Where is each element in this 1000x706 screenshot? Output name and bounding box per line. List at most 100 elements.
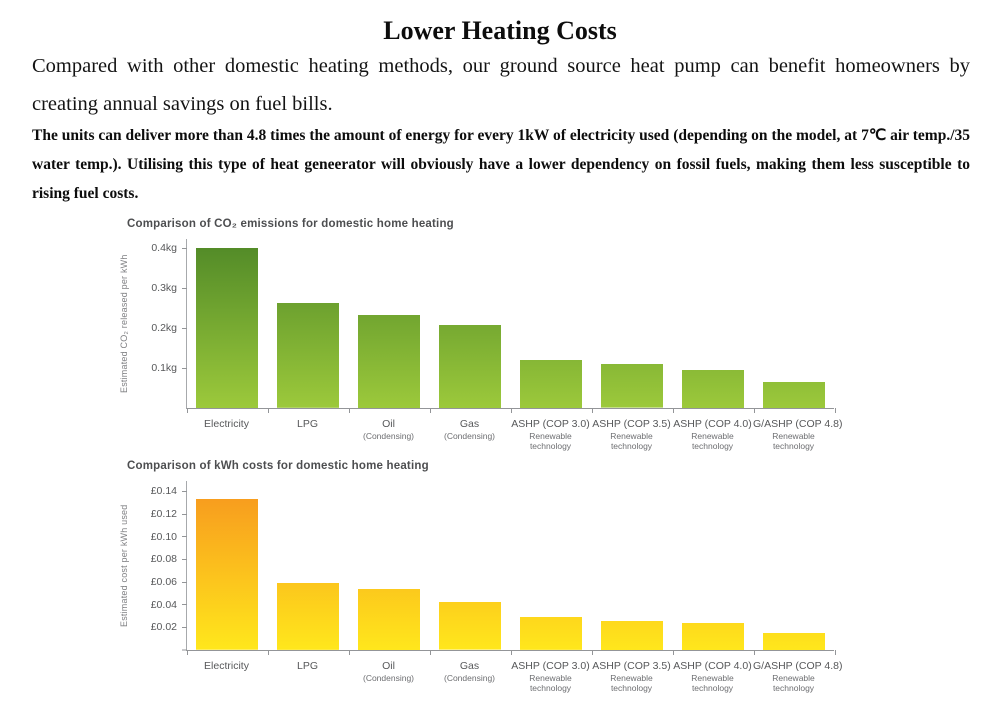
bar-g-ashp-cop-4-8	[762, 381, 825, 408]
y-tick-mark	[182, 287, 187, 289]
x-axis-labels: Electricity LPG Oil (Condensing) Gas (Condens…	[186, 651, 842, 693]
x-tick-mark	[754, 650, 755, 655]
bar-ashp-cop-3-5	[600, 364, 663, 408]
y-tick-mark	[182, 626, 187, 628]
y-tick: 0.3kg	[127, 282, 187, 294]
category-label-text: ASHP (COP 3.5)	[592, 660, 671, 672]
bar-slot	[268, 239, 349, 408]
category-sublabel-text: (Condensing)	[362, 431, 415, 441]
bar-slot	[187, 481, 268, 650]
y-tick-mark	[182, 558, 187, 560]
y-tick-mark	[182, 604, 187, 606]
category-label-text: G/ASHP (COP 4.8)	[753, 418, 843, 430]
y-tick-label: 0.2kg	[151, 322, 177, 334]
y-tick-mark	[182, 367, 187, 369]
y-tick: 0.2kg	[127, 322, 187, 334]
y-tick: £0.02	[127, 621, 187, 633]
y-tick	[127, 649, 187, 651]
category-label-g-ashp-cop-4-8: G/ASHP (COP 4.8) Renewable technology	[753, 418, 843, 451]
category-label-text: Oil	[382, 660, 395, 672]
y-tick-label: £0.08	[150, 553, 177, 566]
bar-slot	[753, 239, 834, 408]
bar-slot	[430, 239, 511, 408]
x-tick-mark	[268, 650, 269, 655]
bar-oil	[358, 314, 421, 408]
y-tick-label: £0.14	[150, 485, 177, 498]
kwh-costs-chart: Comparison of kWh costs for domestic hom…	[119, 460, 867, 693]
category-label-text: ASHP (COP 3.0)	[511, 418, 590, 430]
category-sublabel-text: Renewable technology	[772, 431, 815, 451]
category-sublabel-text: Renewable technology	[610, 673, 653, 693]
plot-area: 0.1kg 0.2kg 0.3kg 0.4kg	[151, 239, 836, 413]
bar-slot	[511, 481, 592, 650]
category-label-oil: Oil (Condensing)	[348, 418, 429, 451]
y-tick-label: 0.4kg	[151, 242, 177, 254]
bar-slot	[268, 481, 349, 650]
y-tick-mark	[182, 490, 187, 492]
x-tick-mark	[187, 408, 188, 413]
x-tick-mark	[835, 408, 836, 413]
bar-slot	[591, 239, 672, 408]
y-tick-label: 0.3kg	[151, 282, 177, 294]
bar-ashp-cop-4-0	[681, 622, 744, 650]
category-label-text: LPG	[296, 660, 318, 672]
category-label-text: ASHP (COP 4.0)	[673, 418, 752, 430]
bar-ashp-cop-3-0	[519, 359, 582, 408]
category-label-ashp-cop-4-0: ASHP (COP 4.0) Renewable technology	[672, 660, 753, 693]
x-tick-mark	[430, 650, 431, 655]
bar-ashp-cop-3-5	[600, 620, 663, 650]
y-tick-mark	[182, 513, 187, 515]
y-tick-mark	[182, 536, 187, 538]
bar-electricity	[196, 248, 259, 408]
category-sublabel-text: Renewable technology	[529, 673, 572, 693]
bar-slot	[672, 239, 753, 408]
x-tick-mark	[754, 408, 755, 413]
category-sublabel-text: Renewable technology	[529, 431, 572, 451]
category-label-text: LPG	[296, 418, 318, 430]
x-tick-mark	[592, 408, 593, 413]
category-label-ashp-cop-3-5: ASHP (COP 3.5) Renewable technology	[591, 418, 672, 451]
category-sublabel-text: Renewable technology	[610, 431, 653, 451]
category-label-oil: Oil (Condensing)	[348, 660, 429, 693]
x-tick-mark	[349, 650, 350, 655]
chart-title: Comparison of CO₂ emissions for domestic…	[127, 218, 454, 230]
category-label-lpg: LPG	[267, 660, 348, 693]
x-tick-mark	[268, 408, 269, 413]
category-label-electricity: Electricity	[186, 660, 267, 693]
y-tick-label: 0.1kg	[151, 362, 177, 374]
category-label-lpg: LPG	[267, 418, 348, 451]
bar-electricity	[196, 499, 259, 650]
chart-title: Comparison of kWh costs for domestic hom…	[127, 460, 429, 472]
page-title: Lower Heating Costs	[383, 16, 617, 45]
bar-lpg	[277, 583, 340, 650]
y-tick: £0.10	[127, 531, 187, 543]
category-label-text: Electricity	[204, 418, 249, 430]
x-axis-labels: Electricity LPG Oil (Condensing) Gas (Condens…	[186, 409, 843, 451]
bar-oil	[358, 588, 421, 650]
y-tick: £0.06	[127, 576, 187, 588]
bar-slot	[591, 481, 672, 650]
chart-body: Estimated CO₂ released per kWh 0.1kg 0.2k…	[119, 239, 867, 451]
bar-slot	[187, 239, 268, 408]
y-tick-mark	[182, 581, 187, 583]
chart-body: Estimated cost per kWh used £0.02 £0.04 £0…	[119, 481, 867, 693]
category-label-gas: Gas (Condensing)	[429, 660, 510, 693]
y-tick-label: £0.06	[150, 576, 177, 588]
category-sublabel-text: Renewable technology	[691, 673, 734, 693]
y-tick-label: £0.02	[150, 621, 177, 634]
category-sublabel-text: (Condensing)	[443, 673, 496, 683]
y-tick-label: £0.04	[150, 598, 177, 611]
x-tick-mark	[511, 408, 512, 413]
category-sublabel-text: Renewable technology	[691, 431, 734, 451]
y-tick: £0.12	[127, 508, 187, 520]
y-tick: 0.1kg	[127, 362, 187, 374]
y-tick-label: £0.10	[150, 530, 177, 543]
x-tick-mark	[349, 408, 350, 413]
details-paragraph: The units can deliver more than 4.8 time…	[32, 127, 970, 202]
x-tick-mark	[511, 650, 512, 655]
category-label-text: ASHP (COP 4.0)	[673, 660, 752, 672]
category-label-ashp-cop-3-5: ASHP (COP 3.5) Renewable technology	[591, 660, 672, 693]
y-tick-mark	[182, 649, 187, 651]
category-sublabel-text: (Condensing)	[362, 673, 415, 683]
x-tick-mark	[430, 408, 431, 413]
